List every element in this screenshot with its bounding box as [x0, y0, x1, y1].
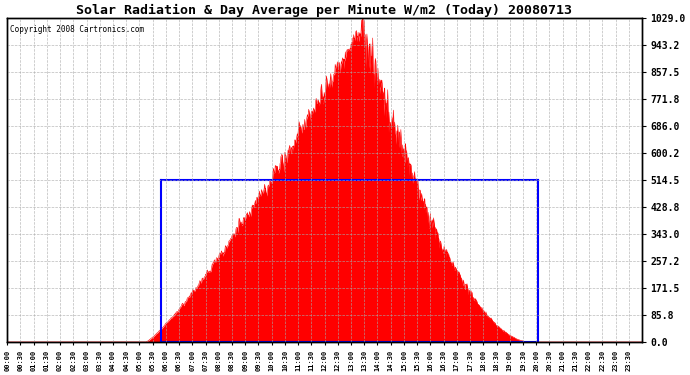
Text: Copyright 2008 Cartronics.com: Copyright 2008 Cartronics.com	[10, 25, 144, 34]
Title: Solar Radiation & Day Average per Minute W/m2 (Today) 20080713: Solar Radiation & Day Average per Minute…	[77, 4, 573, 17]
